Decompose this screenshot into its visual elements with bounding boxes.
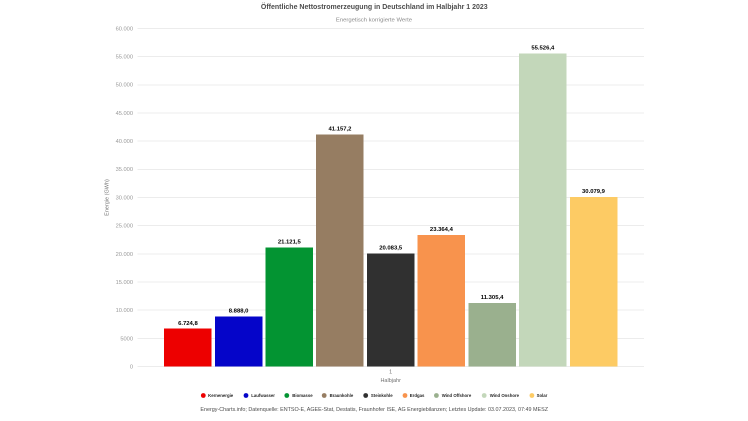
svg-text:Solar: Solar [537, 393, 548, 398]
svg-text:Steinkohle: Steinkohle [371, 393, 393, 398]
svg-text:20.083,5: 20.083,5 [379, 246, 403, 252]
svg-text:Energy-Charts.info; Datenquell: Energy-Charts.info; Datenquelle: ENTSO-E… [200, 407, 548, 413]
svg-text:60.000: 60.000 [116, 26, 133, 32]
svg-text:Braunkohle: Braunkohle [330, 393, 354, 398]
svg-text:Biomasse: Biomasse [292, 393, 313, 398]
svg-text:Wind Onshore: Wind Onshore [490, 393, 520, 398]
svg-text:35.000: 35.000 [116, 167, 133, 173]
svg-text:1: 1 [389, 370, 392, 376]
svg-text:55.000: 55.000 [116, 54, 133, 60]
svg-text:0: 0 [130, 364, 133, 370]
svg-text:Energetisch korrigierte Werte: Energetisch korrigierte Werte [336, 18, 413, 24]
svg-text:Halbjahr: Halbjahr [380, 378, 401, 384]
svg-text:Wind Offshore: Wind Offshore [442, 393, 472, 398]
svg-text:Energie (GWh): Energie (GWh) [104, 179, 110, 216]
svg-text:30.000: 30.000 [116, 195, 133, 201]
svg-text:15.000: 15.000 [116, 280, 133, 286]
svg-text:20.000: 20.000 [116, 252, 133, 258]
svg-text:25.000: 25.000 [116, 224, 133, 230]
svg-text:41.157,2: 41.157,2 [329, 127, 353, 133]
svg-text:21.121,5: 21.121,5 [278, 240, 302, 246]
svg-text:45.000: 45.000 [116, 111, 133, 117]
svg-text:11.305,4: 11.305,4 [481, 295, 504, 301]
svg-text:Erdgas: Erdgas [410, 393, 425, 398]
svg-text:Laufwasser: Laufwasser [251, 393, 275, 398]
svg-text:6.724,8: 6.724,8 [178, 321, 198, 327]
svg-text:40.000: 40.000 [116, 139, 133, 145]
svg-text:50.000: 50.000 [116, 83, 133, 89]
svg-text:55.526,4: 55.526,4 [531, 46, 555, 52]
svg-text:Kernenergie: Kernenergie [208, 393, 234, 398]
svg-text:30.079,9: 30.079,9 [582, 189, 606, 195]
svg-text:5000: 5000 [120, 336, 133, 342]
svg-text:23.364,4: 23.364,4 [430, 227, 454, 233]
svg-text:8.888,0: 8.888,0 [229, 309, 249, 315]
svg-text:Öffentliche Nettostromerzeugun: Öffentliche Nettostromerzeugung in Deuts… [261, 2, 488, 11]
svg-text:10.000: 10.000 [116, 308, 133, 314]
